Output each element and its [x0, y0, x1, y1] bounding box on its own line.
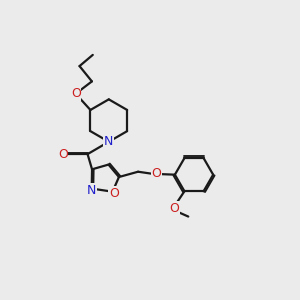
- Text: O: O: [71, 87, 81, 100]
- Text: N: N: [87, 184, 96, 196]
- Text: O: O: [152, 167, 162, 180]
- Text: N: N: [104, 135, 113, 148]
- Text: O: O: [169, 202, 179, 215]
- Text: O: O: [109, 187, 119, 200]
- Text: O: O: [58, 148, 68, 160]
